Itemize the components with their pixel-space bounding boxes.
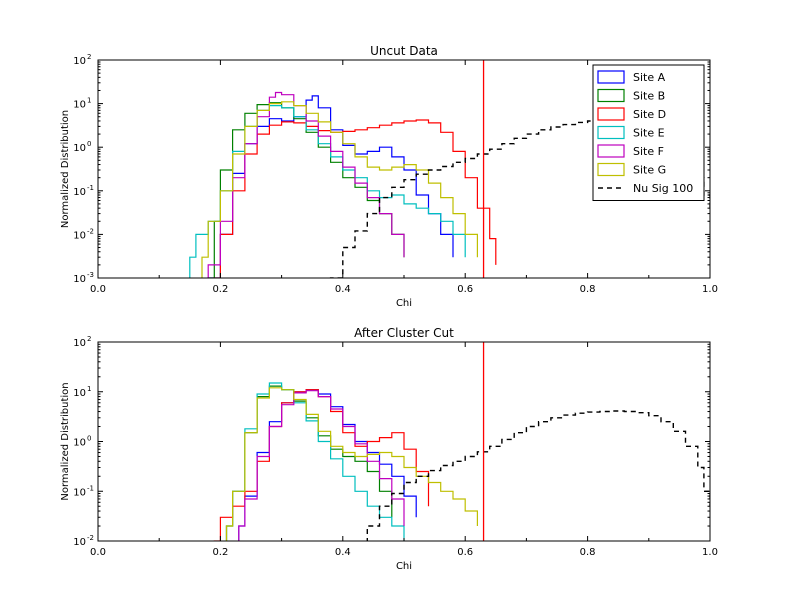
y-tick-exponent: -2	[87, 534, 94, 542]
y-tick-label: 10	[73, 537, 86, 548]
x-tick-label: 1.0	[702, 284, 718, 295]
legend-item-site-f: Site F	[597, 144, 664, 158]
y-axis-label: Normalized Distribution	[60, 382, 71, 500]
legend-swatch	[597, 88, 625, 103]
series-3	[213, 389, 430, 541]
legend-item-site-e: Site E	[597, 125, 665, 140]
y-tick-label: 10	[73, 143, 86, 154]
legend-label: Site D	[633, 108, 666, 121]
series-site-e	[189, 105, 466, 278]
legend-swatch	[597, 144, 625, 158]
legend-label: Site B	[633, 90, 665, 103]
legend-swatch	[597, 107, 625, 121]
y-tick-exponent: 2	[87, 335, 91, 343]
x-tick-label: 0.2	[212, 284, 228, 295]
x-tick-label: 0.4	[335, 547, 351, 558]
legend-label: Site E	[633, 127, 665, 140]
series-6	[225, 387, 478, 541]
x-tick-label: 0.6	[457, 284, 473, 295]
x-axis-label: Chi	[396, 561, 412, 572]
x-tick-label: 0.0	[90, 284, 106, 295]
legend-swatch	[597, 70, 625, 84]
y-tick-label: 10	[73, 56, 86, 67]
y-tick-label: 10	[73, 274, 86, 285]
y-tick-label: 10	[73, 487, 86, 498]
series-site-b	[207, 102, 405, 278]
x-tick-label: 0.8	[580, 547, 596, 558]
chart-title: After Cluster Cut	[354, 326, 454, 340]
y-tick-exponent: 1	[87, 385, 91, 393]
y-tick-label: 10	[73, 338, 86, 349]
x-tick-label: 0.8	[580, 284, 596, 295]
legend-swatch	[597, 162, 625, 177]
legend-item-nu-sig-100: Nu Sig 100	[598, 182, 693, 195]
y-tick-label: 10	[73, 230, 86, 241]
y-tick-label: 10	[73, 438, 86, 449]
chart-title: Uncut Data	[370, 44, 438, 58]
series-2	[225, 385, 393, 541]
legend-item-site-b: Site B	[597, 88, 665, 103]
y-tick-exponent: 0	[87, 140, 91, 148]
legend-label: Site G	[633, 164, 666, 177]
x-tick-label: 0.4	[335, 284, 351, 295]
y-tick-exponent: -1	[87, 184, 94, 192]
series-4	[225, 382, 405, 541]
series-1	[238, 389, 417, 541]
legend-item-site-d: Site D	[597, 107, 666, 121]
y-tick-label: 10	[73, 187, 86, 198]
x-tick-label: 0.6	[457, 547, 473, 558]
y-tick-exponent: -2	[87, 227, 94, 235]
x-axis-label: Chi	[396, 298, 412, 309]
legend-item-site-g: Site G	[597, 162, 666, 177]
series-site-f	[207, 91, 405, 278]
y-tick-exponent: -3	[87, 271, 94, 279]
y-tick-exponent: 2	[87, 53, 91, 61]
y-tick-exponent: 0	[87, 435, 91, 443]
legend-swatch	[597, 125, 625, 140]
x-tick-label: 0.2	[212, 547, 228, 558]
legend-item-site-a: Site A	[597, 70, 666, 84]
y-tick-label: 10	[73, 100, 86, 111]
series-site-g	[201, 101, 478, 278]
legend-box	[592, 64, 705, 201]
y-tick-exponent: 1	[87, 97, 91, 105]
legend-label: Nu Sig 100	[633, 182, 693, 195]
x-tick-label: 1.0	[702, 547, 718, 558]
series-site-d	[213, 119, 497, 278]
series-5	[238, 390, 405, 541]
y-tick-label: 10	[73, 388, 86, 399]
series-7	[366, 410, 710, 541]
plot-area	[213, 342, 710, 541]
legend: Site A Site B Site D Site E Site F Site G Nu S…	[592, 64, 705, 201]
y-tick-exponent: -1	[87, 484, 94, 492]
legend-label: Site A	[633, 71, 666, 84]
y-axis-label: Normalized Distribution	[60, 110, 71, 228]
legend-label: Site F	[633, 145, 664, 158]
x-tick-label: 0.0	[90, 547, 106, 558]
